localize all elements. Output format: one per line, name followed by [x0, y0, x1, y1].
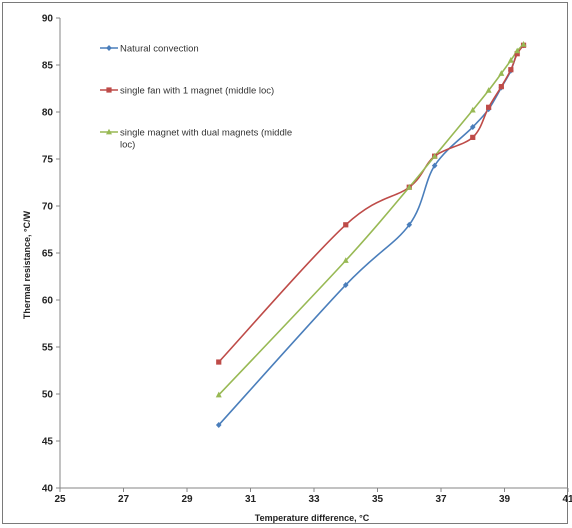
- data-point-series-3: [514, 47, 521, 54]
- data-point-series-2: [216, 359, 222, 365]
- x-tick-label: 39: [499, 494, 511, 505]
- y-tick-label: 65: [42, 249, 54, 260]
- data-point-series-1: [342, 281, 349, 288]
- data-point-series-1: [406, 221, 413, 228]
- y-tick-label: 45: [42, 437, 54, 448]
- x-tick-label: 35: [372, 494, 384, 505]
- y-tick-label: 90: [42, 14, 54, 25]
- data-point-series-1: [215, 422, 222, 429]
- data-point-series-3: [498, 70, 505, 76]
- y-tick-label: 75: [42, 155, 54, 166]
- legend-marker: [106, 45, 112, 51]
- data-point-series-3: [520, 41, 527, 47]
- x-tick-label: 37: [435, 494, 447, 505]
- y-tick-label: 55: [42, 343, 54, 354]
- legend-marker: [106, 128, 112, 135]
- data-point-series-3: [342, 257, 349, 263]
- data-point-series-1: [469, 124, 476, 131]
- x-tick-label: 31: [245, 494, 257, 505]
- y-tick-label: 60: [42, 296, 54, 307]
- y-axis-title: Thermal resistance, °C/W: [22, 210, 32, 319]
- data-point-series-3: [406, 183, 413, 190]
- data-point-series-3: [485, 87, 492, 93]
- x-tick-label: 27: [118, 494, 130, 505]
- data-point-series-3: [215, 391, 222, 398]
- legend-label: single magnet with dual magnets (middle l…: [120, 128, 292, 151]
- legend-label: Natural convection: [120, 44, 199, 55]
- legend-marker: [106, 87, 112, 93]
- data-point-series-1: [431, 162, 438, 169]
- series-line-3: [218, 43, 525, 396]
- data-point-series-2: [498, 84, 504, 90]
- data-point-series-2: [343, 222, 349, 228]
- chart-frame: [2, 2, 568, 524]
- x-tick-label: 29: [181, 494, 193, 505]
- y-tick-label: 50: [42, 390, 54, 401]
- data-point-series-3: [431, 152, 438, 159]
- x-tick-label: 25: [54, 494, 66, 505]
- x-axis-title: Temperature difference, °C: [255, 513, 370, 523]
- data-point-series-2: [508, 67, 514, 73]
- data-point-series-2: [514, 51, 520, 57]
- legend-label: single fan with 1 magnet (middle loc): [120, 86, 274, 97]
- x-tick-label: 33: [308, 494, 320, 505]
- y-tick-label: 40: [42, 484, 54, 495]
- data-point-series-3: [507, 57, 514, 63]
- series-line-1: [218, 44, 525, 426]
- x-tick-label: 41: [562, 494, 572, 505]
- y-tick-label: 70: [42, 202, 54, 213]
- data-point-series-2: [470, 134, 476, 140]
- data-point-series-2: [486, 104, 492, 110]
- y-tick-label: 85: [42, 61, 54, 72]
- y-tick-label: 80: [42, 108, 54, 119]
- data-point-series-3: [469, 106, 476, 113]
